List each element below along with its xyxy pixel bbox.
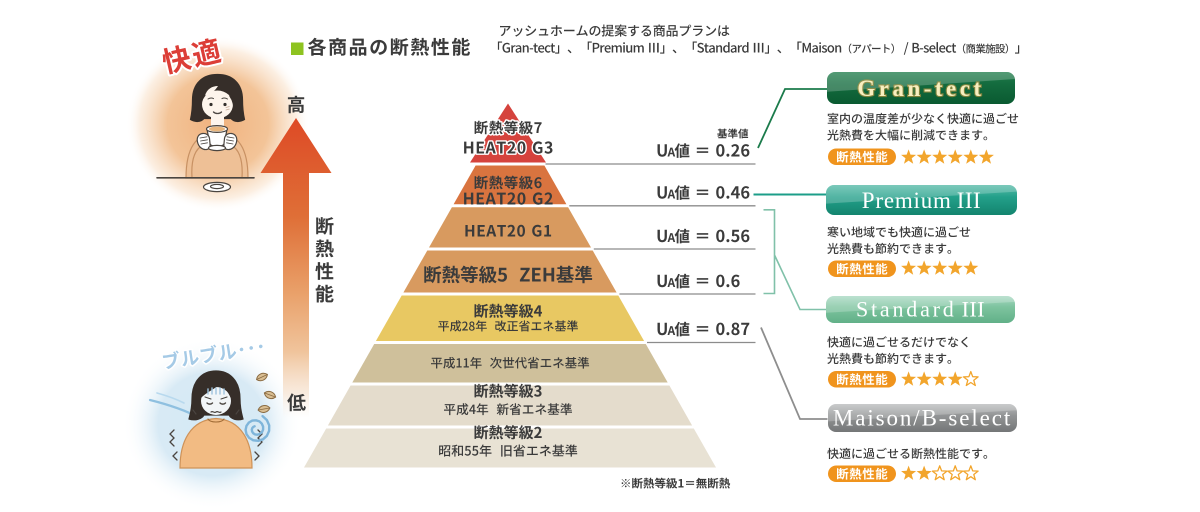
svg-text:Maison/B-select: Maison/B-select [833, 406, 1012, 431]
svg-text:Gran-tect: Gran-tect [857, 76, 984, 101]
